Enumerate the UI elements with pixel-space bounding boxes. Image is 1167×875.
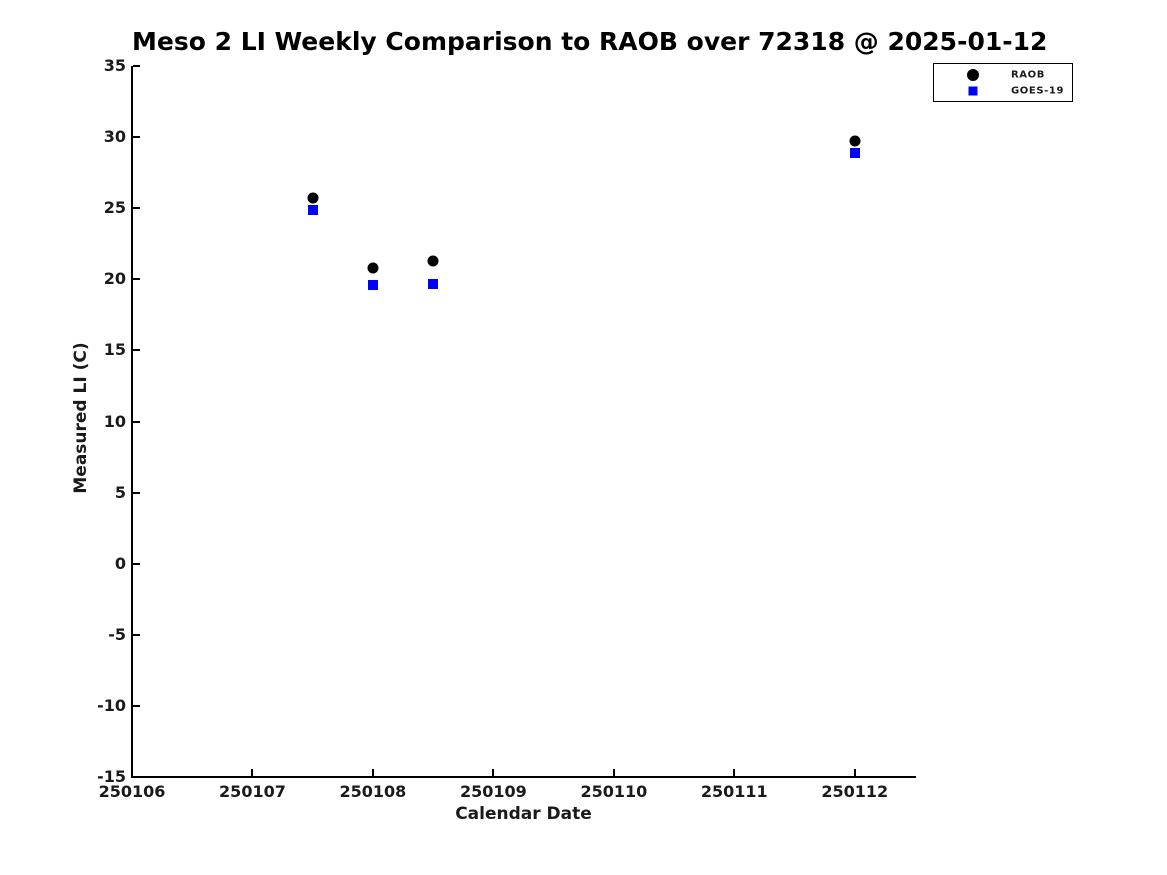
- y-tick-label: -10: [97, 695, 126, 715]
- x-tick-mark: [733, 769, 736, 776]
- x-tick-mark: [612, 769, 615, 776]
- data-point-goes-19: [307, 204, 318, 215]
- y-tick-mark: [133, 420, 140, 423]
- data-point-goes-19: [428, 278, 439, 289]
- y-tick-mark: [133, 704, 140, 707]
- x-axis-line: [131, 776, 916, 778]
- x-axis-label: Calendar Date: [455, 804, 592, 824]
- data-point-raob: [307, 192, 319, 204]
- y-tick-label: -15: [97, 767, 126, 786]
- x-tick-label: 250109: [459, 782, 527, 801]
- x-tick-label: 250108: [339, 782, 407, 801]
- legend: RAOB GOES-19: [933, 63, 1073, 102]
- y-tick-label: 30: [103, 127, 126, 147]
- y-tick-mark: [133, 633, 140, 636]
- data-point-goes-19: [367, 279, 378, 290]
- y-tick-label: 10: [103, 411, 126, 431]
- data-point-raob: [427, 255, 439, 267]
- y-tick-label: -5: [108, 624, 126, 644]
- y-tick-mark: [133, 562, 140, 565]
- y-tick-mark: [133, 776, 140, 778]
- data-point-goes-19: [849, 147, 860, 158]
- x-tick-label: 250111: [700, 782, 768, 801]
- x-tick-label: 250110: [580, 782, 648, 801]
- x-tick-mark: [131, 769, 133, 776]
- y-tick-label: 5: [114, 482, 126, 502]
- square-marker-icon: [968, 86, 978, 96]
- y-tick-mark: [133, 491, 140, 494]
- legend-label: GOES-19: [1011, 85, 1065, 97]
- y-tick-mark: [133, 207, 140, 210]
- legend-entry-raob: RAOB: [934, 67, 1072, 83]
- y-axis-line: [131, 66, 133, 778]
- legend-entry-goes-19: GOES-19: [934, 83, 1072, 99]
- y-tick-label: 15: [103, 340, 126, 360]
- x-tick-mark: [853, 769, 856, 776]
- y-axis-label: Measured LI (C): [71, 342, 91, 494]
- y-tick-mark: [133, 349, 140, 352]
- y-tick-mark: [133, 65, 140, 67]
- x-tick-label: 250112: [821, 782, 889, 801]
- x-tick-mark: [251, 769, 254, 776]
- x-tick-label: 250106: [98, 782, 166, 801]
- y-tick-label: 25: [103, 198, 126, 218]
- y-tick-mark: [133, 136, 140, 139]
- chart-title: Meso 2 LI Weekly Comparison to RAOB over…: [132, 27, 1048, 56]
- circle-marker-icon: [967, 69, 979, 81]
- legend-label: RAOB: [1011, 69, 1045, 81]
- data-point-raob: [367, 262, 379, 274]
- data-point-raob: [849, 135, 861, 147]
- x-tick-mark: [371, 769, 374, 776]
- y-tick-mark: [133, 278, 140, 281]
- y-tick-label: 35: [103, 56, 126, 75]
- x-tick-mark: [492, 769, 495, 776]
- y-tick-label: 20: [103, 269, 126, 289]
- x-tick-label: 250107: [219, 782, 286, 801]
- y-tick-label: 0: [114, 553, 126, 573]
